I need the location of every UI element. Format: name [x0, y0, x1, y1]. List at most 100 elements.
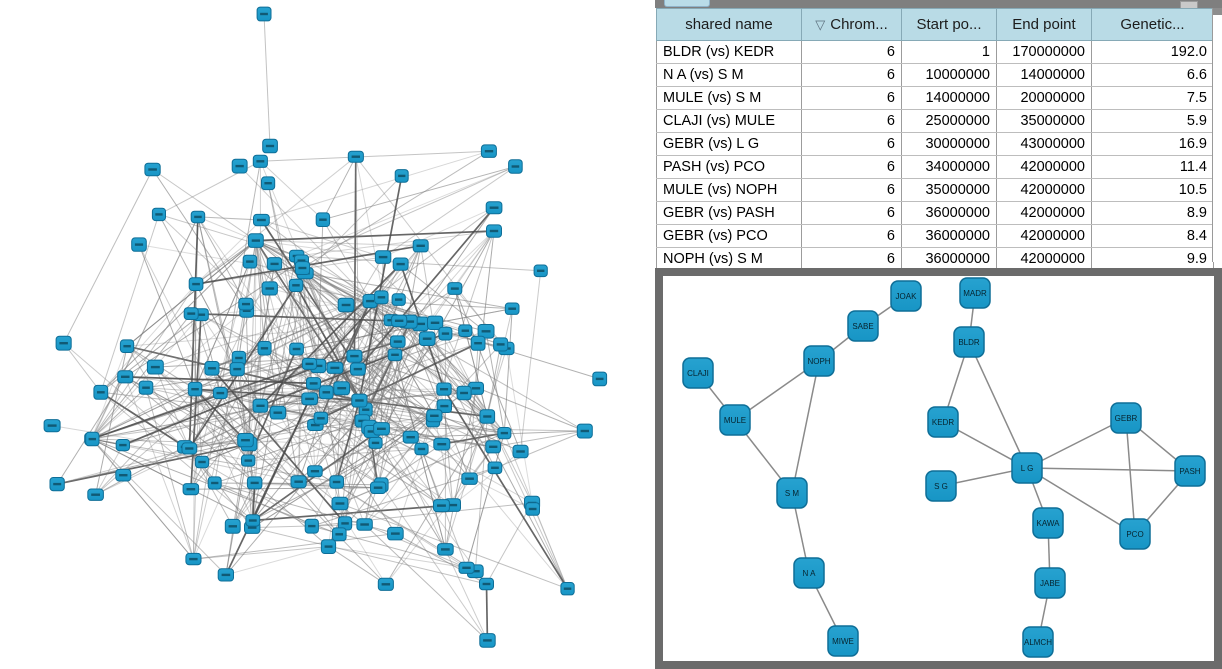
- cell-genetic[interactable]: 9.9: [1091, 247, 1214, 271]
- node-shape[interactable]: [793, 557, 825, 589]
- network-node[interactable]: [433, 499, 450, 513]
- cell-shared-name[interactable]: CLAJI (vs) MULE: [656, 109, 802, 133]
- network-node[interactable]: [183, 307, 199, 320]
- cell-start-po[interactable]: 1: [901, 40, 997, 64]
- cell-shared-name[interactable]: GEBR (vs) L G: [656, 132, 802, 156]
- network-node[interactable]: [525, 502, 540, 516]
- network-node[interactable]: [252, 398, 269, 413]
- network-node[interactable]: [85, 431, 100, 447]
- cell-end-point[interactable]: 42000000: [996, 178, 1092, 202]
- node-shape[interactable]: [925, 470, 957, 502]
- network-node[interactable]: [247, 233, 264, 248]
- node-shape[interactable]: [1011, 452, 1043, 484]
- cell-chrom[interactable]: 6: [801, 178, 902, 202]
- cell-start-po[interactable]: 36000000: [901, 247, 997, 271]
- network-node[interactable]: [304, 518, 319, 534]
- cell-chrom[interactable]: 6: [801, 155, 902, 179]
- network-node[interactable]: [508, 159, 523, 174]
- network-node[interactable]: [151, 207, 166, 222]
- network-node[interactable]: [241, 454, 256, 467]
- network-node[interactable]: [447, 282, 463, 295]
- network-node[interactable]: [87, 488, 104, 501]
- network-node-s-m[interactable]: S M: [776, 477, 808, 509]
- network-node[interactable]: [138, 380, 154, 395]
- network-node[interactable]: [242, 254, 258, 269]
- network-node[interactable]: [119, 339, 135, 353]
- network-node[interactable]: [418, 331, 436, 346]
- network-node[interactable]: [290, 475, 307, 489]
- network-node[interactable]: [266, 257, 283, 271]
- network-node[interactable]: [436, 399, 453, 414]
- network-node[interactable]: [246, 476, 263, 490]
- network-node[interactable]: [294, 261, 311, 276]
- network-node[interactable]: [93, 384, 109, 400]
- network-node[interactable]: [115, 439, 130, 452]
- network-edge-NOPH-SM[interactable]: [791, 360, 820, 494]
- network-node[interactable]: [477, 324, 495, 339]
- network-node[interactable]: [188, 277, 204, 292]
- cell-genetic[interactable]: 192.0: [1091, 40, 1214, 64]
- network-node[interactable]: [486, 224, 502, 238]
- network-node[interactable]: [224, 518, 241, 534]
- node-shape[interactable]: [682, 357, 714, 389]
- node-shape[interactable]: [803, 345, 835, 377]
- network-node[interactable]: [438, 326, 453, 341]
- network-node[interactable]: [392, 257, 409, 271]
- cell-start-po[interactable]: 36000000: [901, 201, 997, 225]
- cell-end-point[interactable]: 42000000: [996, 201, 1092, 225]
- network-node[interactable]: [256, 6, 272, 22]
- network-node[interactable]: [231, 158, 248, 174]
- network-node[interactable]: [456, 385, 472, 401]
- network-node[interactable]: [207, 476, 222, 490]
- cell-chrom[interactable]: 6: [801, 132, 902, 156]
- network-node[interactable]: [576, 423, 593, 439]
- node-shape[interactable]: [776, 477, 808, 509]
- cell-end-point[interactable]: 43000000: [996, 132, 1092, 156]
- table-row[interactable]: GEBR (vs) L G 6 30000000 43000000 16.9: [656, 132, 1214, 156]
- network-node-pash[interactable]: PASH: [1174, 455, 1206, 487]
- cell-end-point[interactable]: 35000000: [996, 109, 1092, 133]
- cell-genetic[interactable]: 7.5: [1091, 86, 1214, 110]
- network-node[interactable]: [479, 409, 496, 424]
- network-node[interactable]: [181, 442, 198, 455]
- node-shape[interactable]: [890, 280, 922, 312]
- table-vertical-scrollbar[interactable]: [1212, 8, 1222, 262]
- cell-shared-name[interactable]: MULE (vs) S M: [656, 86, 802, 110]
- network-node[interactable]: [458, 561, 475, 574]
- network-node-kawa[interactable]: KAWA: [1032, 507, 1064, 539]
- node-shape[interactable]: [927, 406, 959, 438]
- network-node[interactable]: [592, 371, 608, 387]
- network-node[interactable]: [313, 411, 329, 425]
- network-node[interactable]: [437, 543, 454, 556]
- network-node[interactable]: [301, 392, 318, 406]
- network-node[interactable]: [485, 201, 503, 215]
- network-node-n-a[interactable]: N A: [793, 557, 825, 589]
- cell-shared-name[interactable]: MULE (vs) NOPH: [656, 178, 802, 202]
- network-node[interactable]: [394, 169, 409, 183]
- network-node[interactable]: [512, 444, 529, 459]
- network-node[interactable]: [391, 293, 406, 306]
- cell-chrom[interactable]: 6: [801, 63, 902, 87]
- network-node[interactable]: [426, 409, 443, 423]
- network-node[interactable]: [237, 433, 254, 448]
- table-row[interactable]: BLDR (vs) KEDR 6 1 170000000 192.0: [656, 40, 1214, 64]
- network-node[interactable]: [185, 552, 202, 566]
- network-node[interactable]: [49, 477, 65, 492]
- network-node[interactable]: [333, 381, 350, 396]
- node-shape[interactable]: [1022, 626, 1054, 658]
- network-node[interactable]: [458, 324, 473, 337]
- table-row[interactable]: NOPH (vs) S M 6 36000000 42000000 9.9: [656, 247, 1214, 271]
- network-node[interactable]: [356, 518, 373, 531]
- cell-shared-name[interactable]: GEBR (vs) PCO: [656, 224, 802, 248]
- network-edge-GEBR-PCO[interactable]: [1125, 417, 1136, 535]
- network-node-l-g[interactable]: L G: [1011, 452, 1043, 484]
- network-node[interactable]: [351, 393, 368, 408]
- network-node[interactable]: [433, 437, 451, 451]
- cell-genetic[interactable]: 5.9: [1091, 109, 1214, 133]
- detail-network-panel[interactable]: JOAK MADR SABE BLDR NOPH CLAJI MULE KEDR GEBR L G…: [655, 268, 1222, 669]
- cell-start-po[interactable]: 36000000: [901, 224, 997, 248]
- cell-genetic[interactable]: 8.9: [1091, 201, 1214, 225]
- network-node[interactable]: [377, 577, 394, 591]
- network-node[interactable]: [387, 526, 404, 541]
- overview-network-canvas[interactable]: [0, 0, 655, 669]
